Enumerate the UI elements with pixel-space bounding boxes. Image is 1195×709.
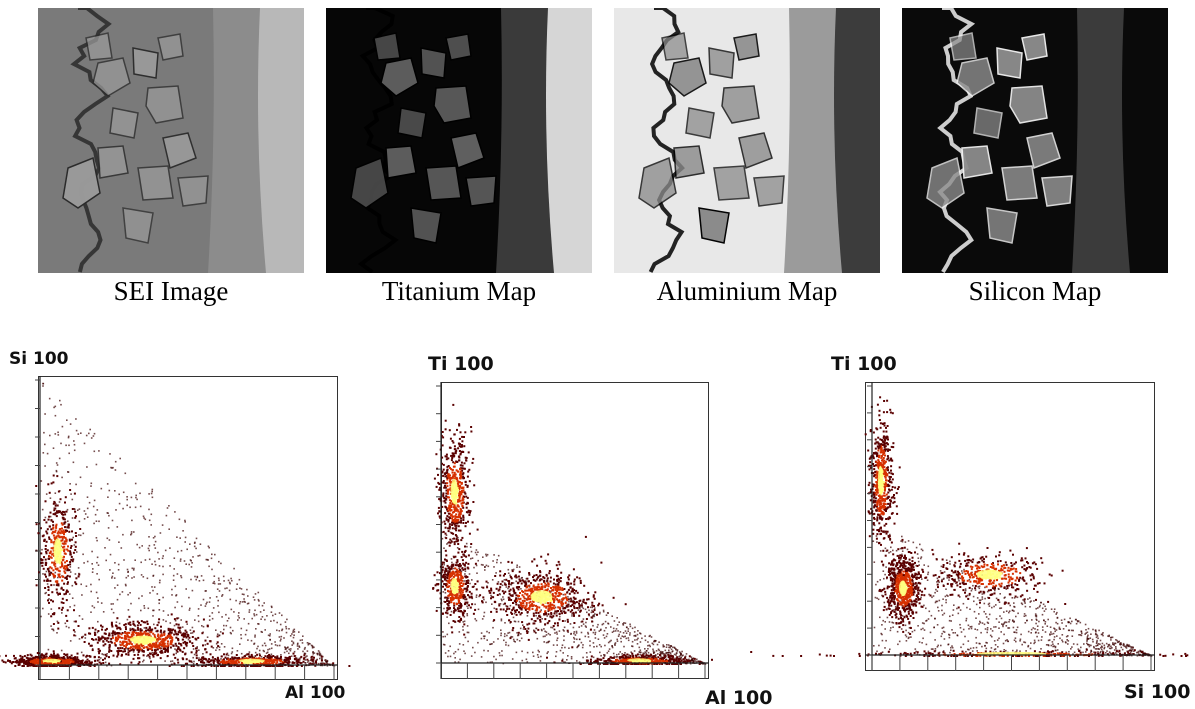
- particle-2: [996, 47, 1023, 79]
- particle-8: [638, 156, 677, 209]
- cluster-3: [530, 590, 552, 603]
- particle-11: [445, 33, 472, 61]
- particle-9: [753, 175, 785, 207]
- plot-frame: [865, 382, 1155, 671]
- particle-12: [373, 32, 401, 61]
- particle-3: [433, 85, 472, 124]
- particle-2: [708, 47, 735, 79]
- particle-11: [733, 33, 760, 61]
- titanium-map-panel: [326, 8, 592, 273]
- aluminium-map-panel: [614, 8, 880, 273]
- particle-3: [1009, 85, 1048, 124]
- plot2-svg: [432, 382, 713, 679]
- plot3-y-label: Ti 100: [831, 353, 897, 375]
- coating-layer: [834, 8, 880, 273]
- particle-5: [162, 132, 197, 170]
- cluster-2: [129, 635, 157, 644]
- particle-11: [157, 33, 184, 61]
- particle-5: [738, 132, 773, 170]
- density-points: [750, 396, 1189, 657]
- matrix-band: [496, 8, 556, 273]
- cluster-1: [877, 465, 883, 495]
- particle-2: [132, 47, 159, 79]
- particle-4: [685, 107, 715, 139]
- particle-9: [1041, 175, 1073, 207]
- matrix-band: [208, 8, 268, 273]
- particle-8: [926, 156, 965, 209]
- matrix-band: [1072, 8, 1132, 273]
- cluster-2: [450, 577, 458, 593]
- particle-9: [465, 175, 497, 207]
- particle-7: [1001, 165, 1038, 201]
- titanium-map: [326, 8, 592, 273]
- aluminium-map: [614, 8, 880, 273]
- plot3-scatter: [750, 382, 1189, 671]
- particle-5: [450, 132, 485, 170]
- particle-10: [698, 207, 730, 244]
- particle-1: [380, 57, 419, 97]
- silicon-map-caption: Silicon Map: [968, 276, 1102, 306]
- particle-6: [961, 145, 993, 179]
- aluminium-map-caption: Aluminium Map: [656, 276, 838, 306]
- titanium-map-caption: Titanium Map: [381, 276, 537, 306]
- plot1-y-label: Si 100: [9, 349, 69, 369]
- particle-2: [420, 47, 447, 79]
- plot1-scatter: [0, 376, 351, 680]
- interface-boundary: [70, 8, 112, 273]
- particle-12: [661, 32, 689, 61]
- particle-1: [668, 57, 707, 97]
- sei-image: [38, 8, 304, 273]
- particle-12: [949, 32, 977, 61]
- particle-11: [1021, 33, 1048, 61]
- particle-3: [145, 85, 184, 124]
- particle-6: [97, 145, 129, 179]
- coating-layer: [258, 8, 304, 273]
- particle-8: [350, 156, 389, 209]
- particle-4: [973, 107, 1003, 139]
- cluster-4: [53, 538, 62, 564]
- particle-8: [62, 156, 101, 209]
- sei-image-caption: SEI Image: [113, 276, 229, 306]
- coating-layer: [546, 8, 592, 273]
- plot-frame: [441, 382, 709, 679]
- particle-10: [410, 207, 442, 244]
- silicon-map: [902, 8, 1168, 273]
- particle-7: [713, 165, 750, 201]
- particle-9: [177, 175, 209, 207]
- particle-7: [425, 165, 462, 201]
- particle-5: [1026, 132, 1061, 170]
- plot2-y-label: Ti 100: [428, 353, 494, 375]
- particle-7: [137, 165, 174, 201]
- silicon-map-panel: [902, 8, 1168, 273]
- cluster-1: [42, 658, 62, 663]
- particle-6: [385, 145, 417, 179]
- particle-1: [92, 57, 131, 97]
- coating-layer: [1122, 8, 1168, 273]
- plot1-svg: [0, 376, 351, 680]
- particle-4: [109, 107, 139, 139]
- cluster-3: [976, 569, 1002, 580]
- particle-3: [721, 85, 760, 124]
- particle-12: [85, 32, 113, 61]
- cluster-3: [238, 658, 265, 663]
- particle-10: [986, 207, 1018, 244]
- cluster-4: [627, 658, 651, 663]
- cluster-2: [898, 580, 907, 596]
- plot3-x-label: Si 100: [1124, 681, 1191, 703]
- plot3-svg: [750, 382, 1189, 671]
- matrix-band: [784, 8, 844, 273]
- cluster-1: [450, 478, 458, 504]
- particle-1: [956, 57, 995, 97]
- particle-6: [673, 145, 705, 179]
- plot2-x-label: Al 100: [705, 687, 773, 709]
- particle-4: [397, 107, 427, 139]
- particle-10: [122, 207, 154, 244]
- plot1-x-label: Al 100: [285, 683, 346, 703]
- interface-boundary: [937, 8, 976, 273]
- plot-frame: [38, 376, 338, 680]
- plot2-scatter: [432, 382, 713, 679]
- sei-image-panel: [38, 8, 304, 273]
